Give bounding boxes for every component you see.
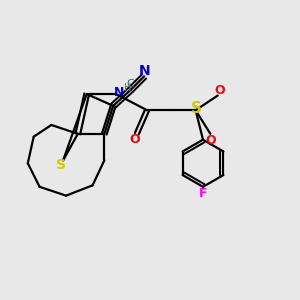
Text: N: N — [139, 64, 151, 78]
Text: C: C — [126, 79, 134, 89]
Text: S: S — [191, 101, 202, 116]
Text: O: O — [215, 84, 225, 97]
Text: N: N — [114, 86, 124, 99]
Text: F: F — [199, 187, 207, 200]
Text: O: O — [206, 134, 216, 147]
Text: O: O — [129, 133, 140, 146]
Text: H: H — [124, 82, 132, 93]
Text: S: S — [56, 158, 66, 172]
